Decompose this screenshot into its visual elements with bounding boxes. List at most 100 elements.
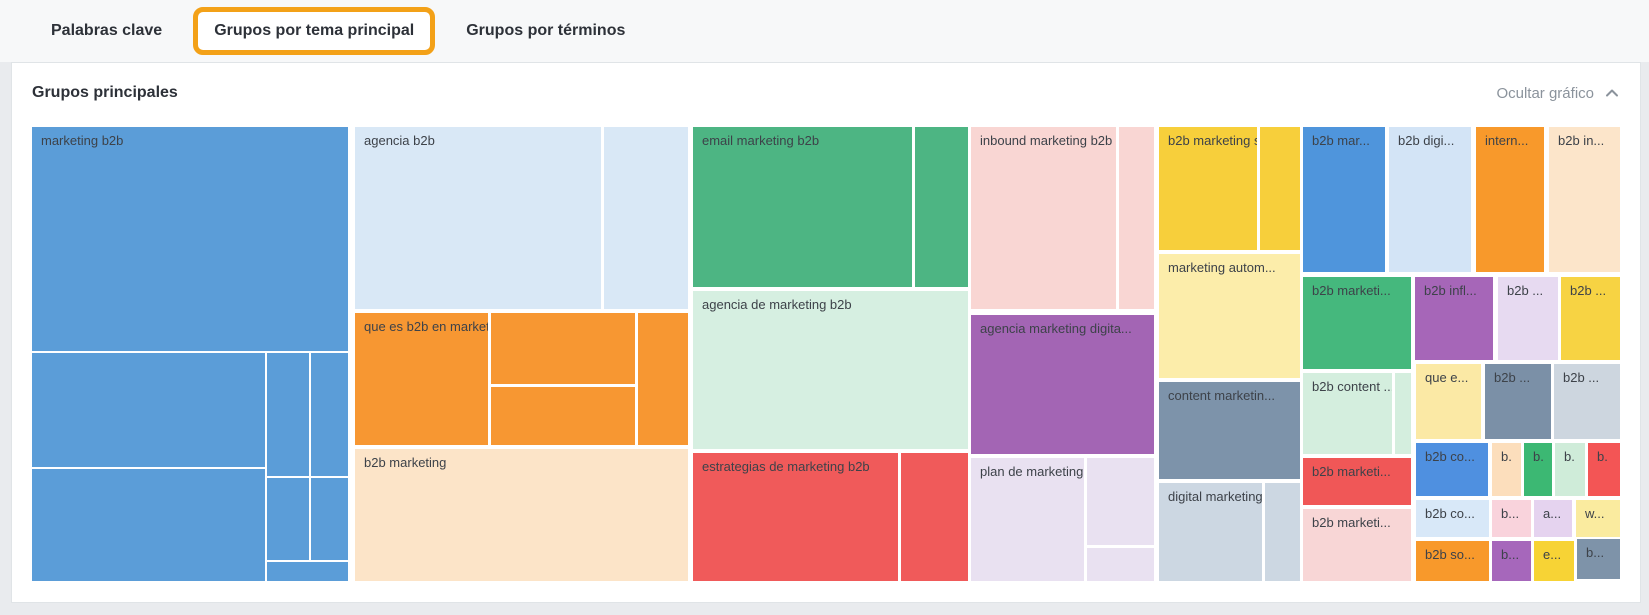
treemap-box[interactable]: inbound marketing b2b <box>971 127 1116 309</box>
treemap-box-label: agencia b2b <box>364 133 435 148</box>
treemap-box[interactable]: b2b digi... <box>1389 127 1471 272</box>
treemap-box[interactable]: plan de marketing b2b <box>971 458 1084 581</box>
treemap-box[interactable] <box>491 387 635 445</box>
treemap-box[interactable]: agencia marketing digita... <box>971 315 1154 454</box>
tab-grupos-por-terminos[interactable]: Grupos por términos <box>466 22 626 39</box>
treemap-box[interactable] <box>1265 483 1300 581</box>
treemap-box[interactable] <box>638 313 688 445</box>
treemap-box[interactable]: b2b in... <box>1549 127 1620 272</box>
treemap-box[interactable]: content marketin... <box>1159 382 1300 479</box>
treemap-box-label: b2b mar... <box>1312 133 1370 148</box>
treemap-box-label: agencia marketing digita... <box>980 321 1132 336</box>
treemap-box[interactable]: b. <box>1524 443 1552 496</box>
tab-palabras-clave[interactable]: Palabras clave <box>51 22 163 39</box>
treemap-box[interactable]: b2b marketing <box>355 449 688 581</box>
treemap-box-label: b. <box>1533 449 1544 464</box>
treemap-box[interactable]: b. <box>1555 443 1585 496</box>
hide-chart-toggle[interactable]: Ocultar gráfico <box>1496 85 1620 102</box>
treemap-box[interactable]: b... <box>1492 541 1531 581</box>
treemap-box[interactable]: b2b marketi... <box>1303 277 1411 369</box>
treemap-box-label: b. <box>1597 449 1608 464</box>
treemap-box-label: estrategias de marketing b2b <box>702 459 870 474</box>
treemap-box[interactable]: b2b marketing str... <box>1159 127 1257 250</box>
treemap-box[interactable]: b2b marketi... <box>1303 509 1411 581</box>
treemap-box[interactable]: agencia b2b <box>355 127 601 309</box>
treemap-box-label: b. <box>1501 449 1512 464</box>
treemap-box[interactable]: b2b marketi... <box>1303 458 1411 505</box>
treemap-box-label: que es b2b en marketing <box>364 319 488 334</box>
treemap-box[interactable]: b2b so... <box>1416 541 1489 581</box>
treemap-box[interactable]: marketing autom... <box>1159 254 1300 378</box>
treemap-box[interactable]: estrategias de marketing b2b <box>693 453 898 581</box>
treemap-box[interactable]: b2b ... <box>1554 364 1620 439</box>
treemap-box[interactable]: a... <box>1534 500 1572 537</box>
treemap-box[interactable] <box>1119 127 1154 309</box>
treemap-box[interactable]: b2b ... <box>1498 277 1558 360</box>
treemap-box[interactable] <box>32 469 265 581</box>
treemap-box[interactable]: b2b co... <box>1416 443 1488 496</box>
treemap-box-label: marketing b2b <box>41 133 124 148</box>
treemap-box-label: b2b in... <box>1558 133 1605 148</box>
treemap-box[interactable]: b2b content ... <box>1303 373 1392 454</box>
treemap-box[interactable] <box>32 353 265 467</box>
treemap-box[interactable]: b2b co... <box>1416 500 1489 537</box>
treemap-box-label: b2b digi... <box>1398 133 1455 148</box>
treemap-box[interactable]: b. <box>1588 443 1620 496</box>
panel-header: Grupos principales Ocultar gráfico <box>32 81 1620 105</box>
treemap-box-label: b2b co... <box>1425 449 1475 464</box>
treemap-box[interactable]: b2b ... <box>1561 277 1620 360</box>
hide-chart-label: Ocultar gráfico <box>1496 84 1594 102</box>
treemap-chart: marketing b2b agencia b2b que es b2b en ma… <box>32 127 1620 582</box>
treemap-box[interactable] <box>311 353 348 476</box>
treemap-box[interactable]: email marketing b2b <box>693 127 912 287</box>
treemap-box-label: marketing autom... <box>1168 260 1276 275</box>
treemap-box[interactable] <box>1395 373 1411 454</box>
treemap-box[interactable]: e... <box>1534 541 1574 581</box>
treemap-box[interactable] <box>267 478 309 560</box>
treemap-box-label: b... <box>1586 545 1605 560</box>
treemap-box[interactable]: b... <box>1577 539 1620 579</box>
treemap-box[interactable] <box>491 313 635 384</box>
treemap-box[interactable]: b2b mar... <box>1303 127 1385 272</box>
treemap-box[interactable]: digital marketing ... <box>1159 483 1262 581</box>
treemap-box[interactable]: que es b2b en marketing <box>355 313 488 445</box>
treemap-box-label: b2b marketi... <box>1312 283 1391 298</box>
treemap-box-label: b... <box>1501 506 1520 521</box>
treemap-box-label: b... <box>1501 547 1520 562</box>
treemap-box-label: b2b co... <box>1425 506 1475 521</box>
treemap-box[interactable] <box>915 127 968 287</box>
treemap-box-label: b2b so... <box>1425 547 1475 562</box>
treemap-box-label: b2b content ... <box>1312 379 1392 394</box>
treemap-box[interactable] <box>1087 548 1154 581</box>
panel-title: Grupos principales <box>32 84 178 101</box>
tab-grupos-por-tema-principal[interactable]: Grupos por tema principal <box>193 7 436 55</box>
treemap-box-label: inbound marketing b2b <box>980 133 1113 148</box>
treemap-box[interactable] <box>267 562 348 581</box>
treemap-box-label: e... <box>1543 547 1562 562</box>
treemap-box[interactable] <box>1087 458 1154 545</box>
treemap-box[interactable]: marketing b2b <box>32 127 348 351</box>
treemap-box[interactable] <box>901 453 968 581</box>
treemap-box-label: b2b ... <box>1507 283 1544 298</box>
treemap-box[interactable] <box>1260 127 1300 250</box>
treemap-box-label: b2b marketing str... <box>1168 133 1257 148</box>
treemap-box[interactable] <box>604 127 688 309</box>
treemap-box-label: digital marketing ... <box>1168 489 1262 504</box>
treemap-box[interactable]: b... <box>1492 500 1531 537</box>
chevron-up-icon <box>1604 85 1620 101</box>
treemap-box-label: a... <box>1543 506 1562 521</box>
treemap-box-label: content marketin... <box>1168 388 1275 403</box>
treemap-box[interactable]: agencia de marketing b2b <box>693 291 968 449</box>
treemap-box[interactable]: b2b infl... <box>1415 277 1493 360</box>
treemap-box-label: b2b ... <box>1563 370 1600 385</box>
treemap-box[interactable] <box>311 478 348 560</box>
treemap-box-label: b2b marketi... <box>1312 515 1391 530</box>
treemap-box[interactable] <box>267 353 309 476</box>
treemap-box-label: b2b marketi... <box>1312 464 1391 479</box>
treemap-box[interactable]: b. <box>1492 443 1521 496</box>
treemap-box[interactable]: w... <box>1576 500 1620 537</box>
treemap-box[interactable]: que e... <box>1416 364 1481 439</box>
treemap-box[interactable]: b2b ... <box>1485 364 1551 439</box>
treemap-box-label: agencia de marketing b2b <box>702 297 852 312</box>
treemap-box[interactable]: intern... <box>1476 127 1544 272</box>
